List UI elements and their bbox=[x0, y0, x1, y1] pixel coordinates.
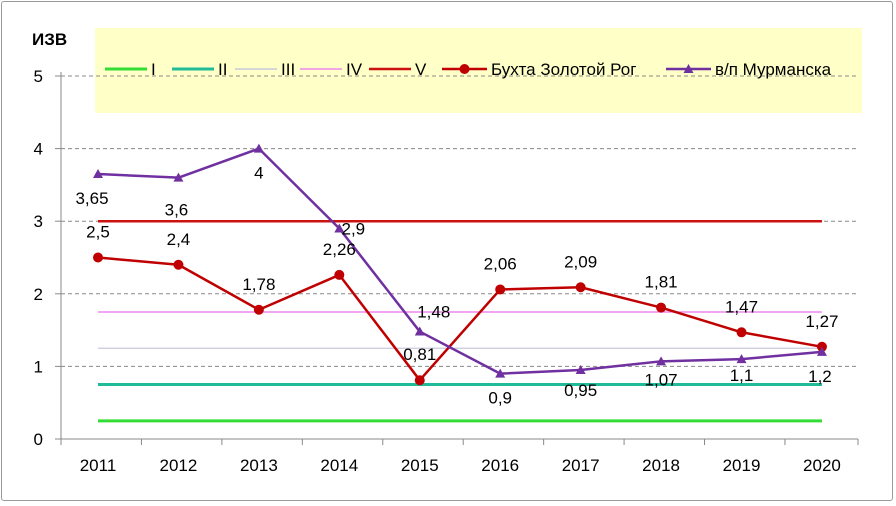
data-point bbox=[93, 252, 103, 263]
legend-label: V bbox=[415, 60, 427, 79]
data-label: 1,27 bbox=[805, 312, 838, 331]
data-label: 0,81 bbox=[403, 345, 436, 364]
data-label: 2,4 bbox=[167, 230, 191, 249]
data-label: 1,78 bbox=[242, 275, 275, 294]
data-point bbox=[93, 169, 103, 179]
y-tick-label: 5 bbox=[34, 67, 43, 86]
x-tick-label: 2012 bbox=[160, 456, 198, 475]
x-tick-label: 2017 bbox=[562, 456, 600, 475]
y-tick-label: 4 bbox=[34, 140, 43, 159]
data-label: 1,07 bbox=[645, 370, 678, 389]
y-axis-title: ИЗВ bbox=[32, 30, 67, 49]
data-label: 3,65 bbox=[75, 189, 108, 208]
data-label: 2,9 bbox=[341, 219, 365, 238]
y-tick-label: 0 bbox=[34, 430, 43, 449]
x-tick-label: 2013 bbox=[240, 456, 278, 475]
data-label: 1,1 bbox=[730, 366, 754, 385]
data-label: 1,81 bbox=[645, 273, 678, 292]
data-label: 1,47 bbox=[725, 297, 758, 316]
x-tick-label: 2015 bbox=[401, 456, 439, 475]
legend-item: в/п Мурманска bbox=[666, 60, 832, 79]
data-point bbox=[253, 143, 264, 153]
x-tick-label: 2011 bbox=[80, 456, 117, 475]
x-tick-label: 2018 bbox=[642, 456, 680, 475]
data-label: 0,9 bbox=[488, 389, 512, 408]
data-label: 3,6 bbox=[165, 201, 189, 220]
data-label: 2,5 bbox=[86, 223, 110, 242]
legend-item: IV bbox=[300, 60, 363, 79]
data-point bbox=[414, 375, 425, 386]
legend-item: III bbox=[235, 60, 295, 79]
data-point bbox=[656, 356, 667, 366]
legend-label: III bbox=[281, 60, 295, 79]
legend-label: II bbox=[218, 60, 227, 79]
data-point bbox=[253, 304, 264, 315]
data-label: 0,95 bbox=[564, 381, 597, 400]
data-point bbox=[575, 365, 586, 375]
data-point bbox=[173, 172, 184, 182]
y-tick-label: 2 bbox=[34, 285, 43, 304]
data-point bbox=[816, 346, 827, 356]
legend-item: I bbox=[105, 60, 156, 79]
legend-item: II bbox=[172, 60, 227, 79]
data-point bbox=[414, 326, 425, 336]
x-tick-label: 2020 bbox=[803, 456, 841, 475]
legend-item: Бухта Золотой Рог bbox=[442, 60, 636, 79]
y-tick-label: 1 bbox=[34, 357, 43, 376]
y-tick-label: 3 bbox=[34, 212, 43, 231]
legend-label: I bbox=[151, 60, 156, 79]
data-label: 1,48 bbox=[417, 303, 450, 322]
legend-item: V bbox=[369, 60, 427, 79]
legend-label: IV bbox=[346, 60, 363, 79]
data-point bbox=[656, 302, 667, 313]
data-label: 2,09 bbox=[564, 252, 597, 271]
data-point bbox=[736, 327, 747, 338]
data-point bbox=[736, 354, 747, 364]
legend-label: Бухта Золотой Рог bbox=[491, 60, 636, 79]
data-point bbox=[173, 259, 184, 270]
legend-marker bbox=[683, 64, 694, 73]
x-tick-label: 2014 bbox=[320, 456, 358, 475]
legend-label: в/п Мурманска bbox=[715, 60, 832, 79]
x-tick-label: 2019 bbox=[723, 456, 761, 475]
data-point bbox=[495, 284, 506, 295]
series-line-1 bbox=[97, 147, 823, 375]
data-point bbox=[495, 368, 506, 378]
data-label: 4 bbox=[254, 164, 263, 183]
data-point bbox=[334, 223, 345, 233]
series-line-0 bbox=[97, 256, 823, 382]
data-label: 1,2 bbox=[808, 367, 832, 386]
legend-marker bbox=[459, 64, 470, 74]
data-point bbox=[816, 341, 827, 352]
data-point bbox=[334, 269, 345, 280]
data-point bbox=[575, 282, 586, 293]
x-tick-label: 2016 bbox=[481, 456, 519, 475]
data-label: 2,06 bbox=[484, 254, 517, 273]
data-label: 2,26 bbox=[323, 240, 356, 259]
legend-background bbox=[95, 28, 862, 113]
